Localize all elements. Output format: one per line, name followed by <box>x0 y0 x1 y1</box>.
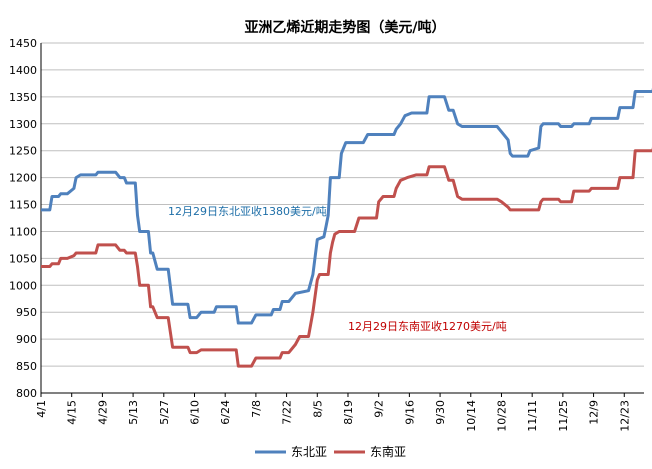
chart-title: 亚洲乙烯近期走势图（美元/吨） <box>244 19 445 36</box>
y-tick-label: 1250 <box>9 145 37 158</box>
y-tick-label: 1450 <box>9 37 37 50</box>
x-tick-label: 11/25 <box>557 400 570 432</box>
y-axis-ticks: 800 850 900 950 1000 1050 1100 1150 1200 1250 1300… <box>9 37 37 400</box>
annotation-northeast-asia: 12月29日东北亚收1380美元/吨 <box>168 204 327 218</box>
y-tick-label: 1350 <box>9 91 37 104</box>
x-tick-label: 4/15 <box>66 400 79 425</box>
x-tick-label: 10/28 <box>495 400 508 432</box>
x-tick-label: 4/1 <box>35 400 48 418</box>
x-tick-label: 8/19 <box>342 400 355 425</box>
x-tick-label: 5/27 <box>158 400 171 425</box>
x-tick-label: 11/11 <box>526 400 539 432</box>
series-lines <box>41 87 652 368</box>
x-tick-label: 9/30 <box>434 400 447 425</box>
grid-lines <box>40 42 644 394</box>
y-tick-label: 900 <box>16 333 37 346</box>
annotations: 12月29日东北亚收1380美元/吨 12月29日东南亚收1270美元/吨 <box>168 204 507 333</box>
y-tick-label: 1100 <box>9 225 37 238</box>
x-tick-label: 8/5 <box>311 400 324 418</box>
y-tick-label: 850 <box>16 360 37 373</box>
y-tick-label: 1400 <box>9 64 37 77</box>
y-tick-label: 1200 <box>9 172 37 185</box>
x-tick-label: 6/24 <box>219 400 232 425</box>
y-tick-label: 1150 <box>9 199 37 212</box>
x-tick-label: 9/2 <box>373 400 386 418</box>
series-line-southeast-asia <box>41 147 652 368</box>
y-tick-label: 950 <box>16 306 37 319</box>
x-tick-label: 6/10 <box>188 400 201 425</box>
x-tick-label: 4/29 <box>96 400 109 425</box>
y-tick-label: 1300 <box>9 118 37 131</box>
legend-label-northeast-asia: 东北亚 <box>291 445 327 459</box>
x-tick-label: 5/13 <box>127 400 140 425</box>
legend-label-southeast-asia: 东南亚 <box>370 444 406 459</box>
y-tick-label: 1050 <box>9 252 37 265</box>
x-tick-label: 12/9 <box>588 400 601 425</box>
x-tick-label: 12/23 <box>618 400 631 432</box>
x-tick-label: 10/14 <box>465 400 478 432</box>
y-tick-label: 1000 <box>9 279 37 292</box>
annotation-southeast-asia: 12月29日东南亚收1270美元/吨 <box>348 319 507 333</box>
x-tick-label: 7/8 <box>250 400 263 418</box>
x-axis-ticks: 4/1 4/15 4/29 5/13 5/27 6/10 6/24 7/8 7/22 8/5 8/1… <box>35 393 631 432</box>
y-tick-label: 800 <box>16 387 37 400</box>
x-tick-label: 9/16 <box>403 400 416 425</box>
legend: 东北亚 东南亚 <box>255 444 406 459</box>
x-tick-label: 7/22 <box>281 400 294 425</box>
series-line-northeast-asia <box>41 87 652 325</box>
